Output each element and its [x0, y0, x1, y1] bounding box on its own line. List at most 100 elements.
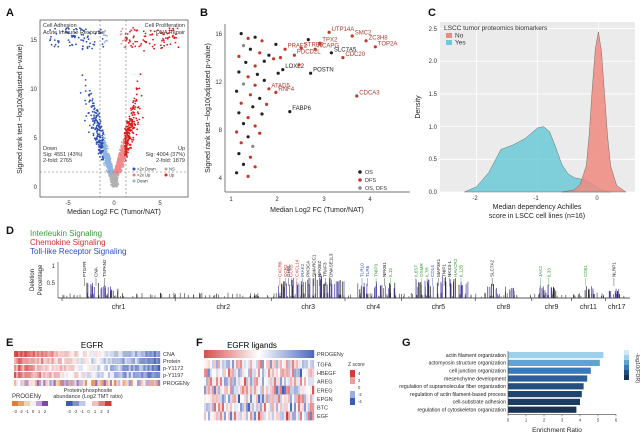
panel-f-cell-34: [272, 350, 275, 358]
panel-a-plot-frame: [39, 19, 189, 198]
panel-a-point-453: [151, 45, 154, 48]
panel-a-point-26: [91, 98, 94, 100]
panel-e-cell-248: [93, 372, 96, 378]
panel-e-cell-180: [97, 365, 100, 371]
panel-e-progeny-swatch-2: [24, 401, 30, 406]
panel-f-cell-74: [242, 360, 245, 369]
panel-a-point-1191: [103, 162, 105, 165]
panel-e-cell-154: [43, 365, 46, 371]
panel-e-cell-221: [36, 372, 40, 378]
panel-a-point-1279: [96, 132, 99, 135]
panel-g-bar-7: [508, 406, 577, 413]
panel-f-cell-128: [240, 368, 243, 378]
panel-f-cell-50: [304, 350, 307, 358]
panel-f-cell-303: [260, 394, 263, 404]
panel-f-cell-160: [304, 368, 307, 378]
panel-e-cell-229: [53, 372, 56, 378]
panel-d-gene-2: TSPAN2: [102, 259, 107, 277]
panel-a-point-677: [171, 36, 174, 38]
panel-a-point-659: [174, 33, 177, 36]
panel-d-ylabel-2: Percentage: [38, 264, 44, 295]
panel-e-scale-label-1: Protein/phosphosite: [64, 388, 113, 394]
panel-a-point-795: [67, 39, 70, 41]
panel-c-area-no: [561, 31, 627, 193]
panel-e-abundance-swatch-0: [66, 401, 73, 406]
panel-a-point-1114: [119, 149, 121, 151]
panel-e-row-2: p-Y1172: [163, 366, 183, 372]
panel-e-cell-322: [101, 380, 104, 386]
panel-f-cell-91: [276, 360, 279, 369]
panel-a-point-743: [104, 29, 107, 32]
panel-c-ytick-5: 2.5: [429, 27, 438, 33]
panel-f-cell-269: [302, 385, 305, 395]
panel-f-cell-376: [296, 403, 299, 412]
panel-f-cell-148: [280, 368, 283, 378]
panel-e-cell-282: [18, 380, 21, 386]
panel-f-cell-360: [264, 403, 267, 412]
panel-e-cell-64: [147, 351, 150, 357]
panel-a-point-140: [53, 39, 56, 41]
panel-f-cell-204: [282, 377, 285, 386]
panel-b-point-51: [251, 144, 255, 148]
panel-f-cell-326: [306, 394, 309, 404]
panel-a-point-1368: [98, 141, 101, 144]
panel-a-point-898: [132, 138, 135, 141]
panel-f-cell-214: [302, 377, 305, 386]
panel-f-cell-323: [300, 394, 303, 404]
panel-f-cell-218: [310, 377, 313, 386]
panel-a-point-1137: [93, 41, 96, 43]
panel-f-cell-394: [222, 411, 225, 421]
panel-e-cell-262: [122, 372, 125, 378]
panel-e-cell-225: [45, 372, 48, 378]
panel-e-cell-228: [51, 372, 54, 378]
panel-e-cell-324: [105, 380, 109, 386]
panel-a-point-890: [67, 32, 70, 35]
panel-a-stats-down-3: 2-fold: 2765: [43, 158, 72, 164]
panel-e-cell-47: [112, 351, 115, 357]
panel-a-point-1391: [92, 117, 95, 120]
panel-a-point-549: [91, 110, 94, 113]
panel-f-cell-287: [228, 394, 231, 404]
panel-f-cell-24: [252, 350, 255, 358]
panel-a-point-350: [129, 30, 131, 33]
panel-b-point-42: [237, 111, 241, 115]
panel-f-cell-362: [268, 403, 271, 412]
panel-f-cell-79: [252, 360, 255, 369]
panel-a-point-1096: [163, 44, 166, 47]
panel-b-point-55: [253, 165, 257, 169]
panel-a-point-48: [84, 84, 87, 87]
panel-a-point-1161: [95, 126, 98, 129]
panel-a-point-1157: [126, 138, 128, 140]
panel-e-cell-155: [45, 365, 48, 371]
panel-a-point-1062: [118, 159, 121, 162]
panel-e-cell-94: [64, 358, 67, 364]
panel-e-cell-14: [43, 351, 46, 357]
panel-f-cell-84: [262, 360, 265, 369]
panel-f-cell-73: [240, 360, 243, 369]
panel-e-cell-30: [76, 351, 79, 357]
panel-f-cell-220: [204, 385, 207, 395]
panel-e-cell-170: [76, 365, 79, 371]
panel-e-cell-74: [22, 358, 25, 364]
panel-f-cell-403: [240, 411, 243, 421]
panel-a-point-667: [134, 100, 137, 102]
panel-a-point-302: [96, 141, 98, 143]
panel-b-xtick-0: 1: [229, 197, 233, 203]
panel-e-progeny-tick-3: 0: [32, 409, 35, 414]
panel-f-cell-30: [264, 350, 267, 358]
panel-e-cell-7: [28, 351, 31, 357]
panel-e-cell-158: [51, 365, 54, 371]
panel-a-point-1282: [88, 131, 90, 134]
panel-e-cell-79: [32, 358, 36, 364]
panel-a-point-62: [134, 102, 137, 105]
panel-d-gene-7: IRAK2: [300, 263, 305, 277]
panel-d-gene-31: CD81: [583, 265, 588, 277]
panel-e-cell-104: [84, 358, 88, 364]
panel-b-point-18: [246, 36, 250, 41]
panel-f-cell-27: [258, 350, 261, 358]
panel-f-row-7: EGF: [317, 414, 329, 420]
panel-e-cell-175: [87, 365, 90, 371]
panel-f-cell-187: [248, 377, 251, 386]
panel-e-cell-119: [116, 358, 119, 364]
panel-b-ytick-1: 8: [219, 128, 223, 134]
